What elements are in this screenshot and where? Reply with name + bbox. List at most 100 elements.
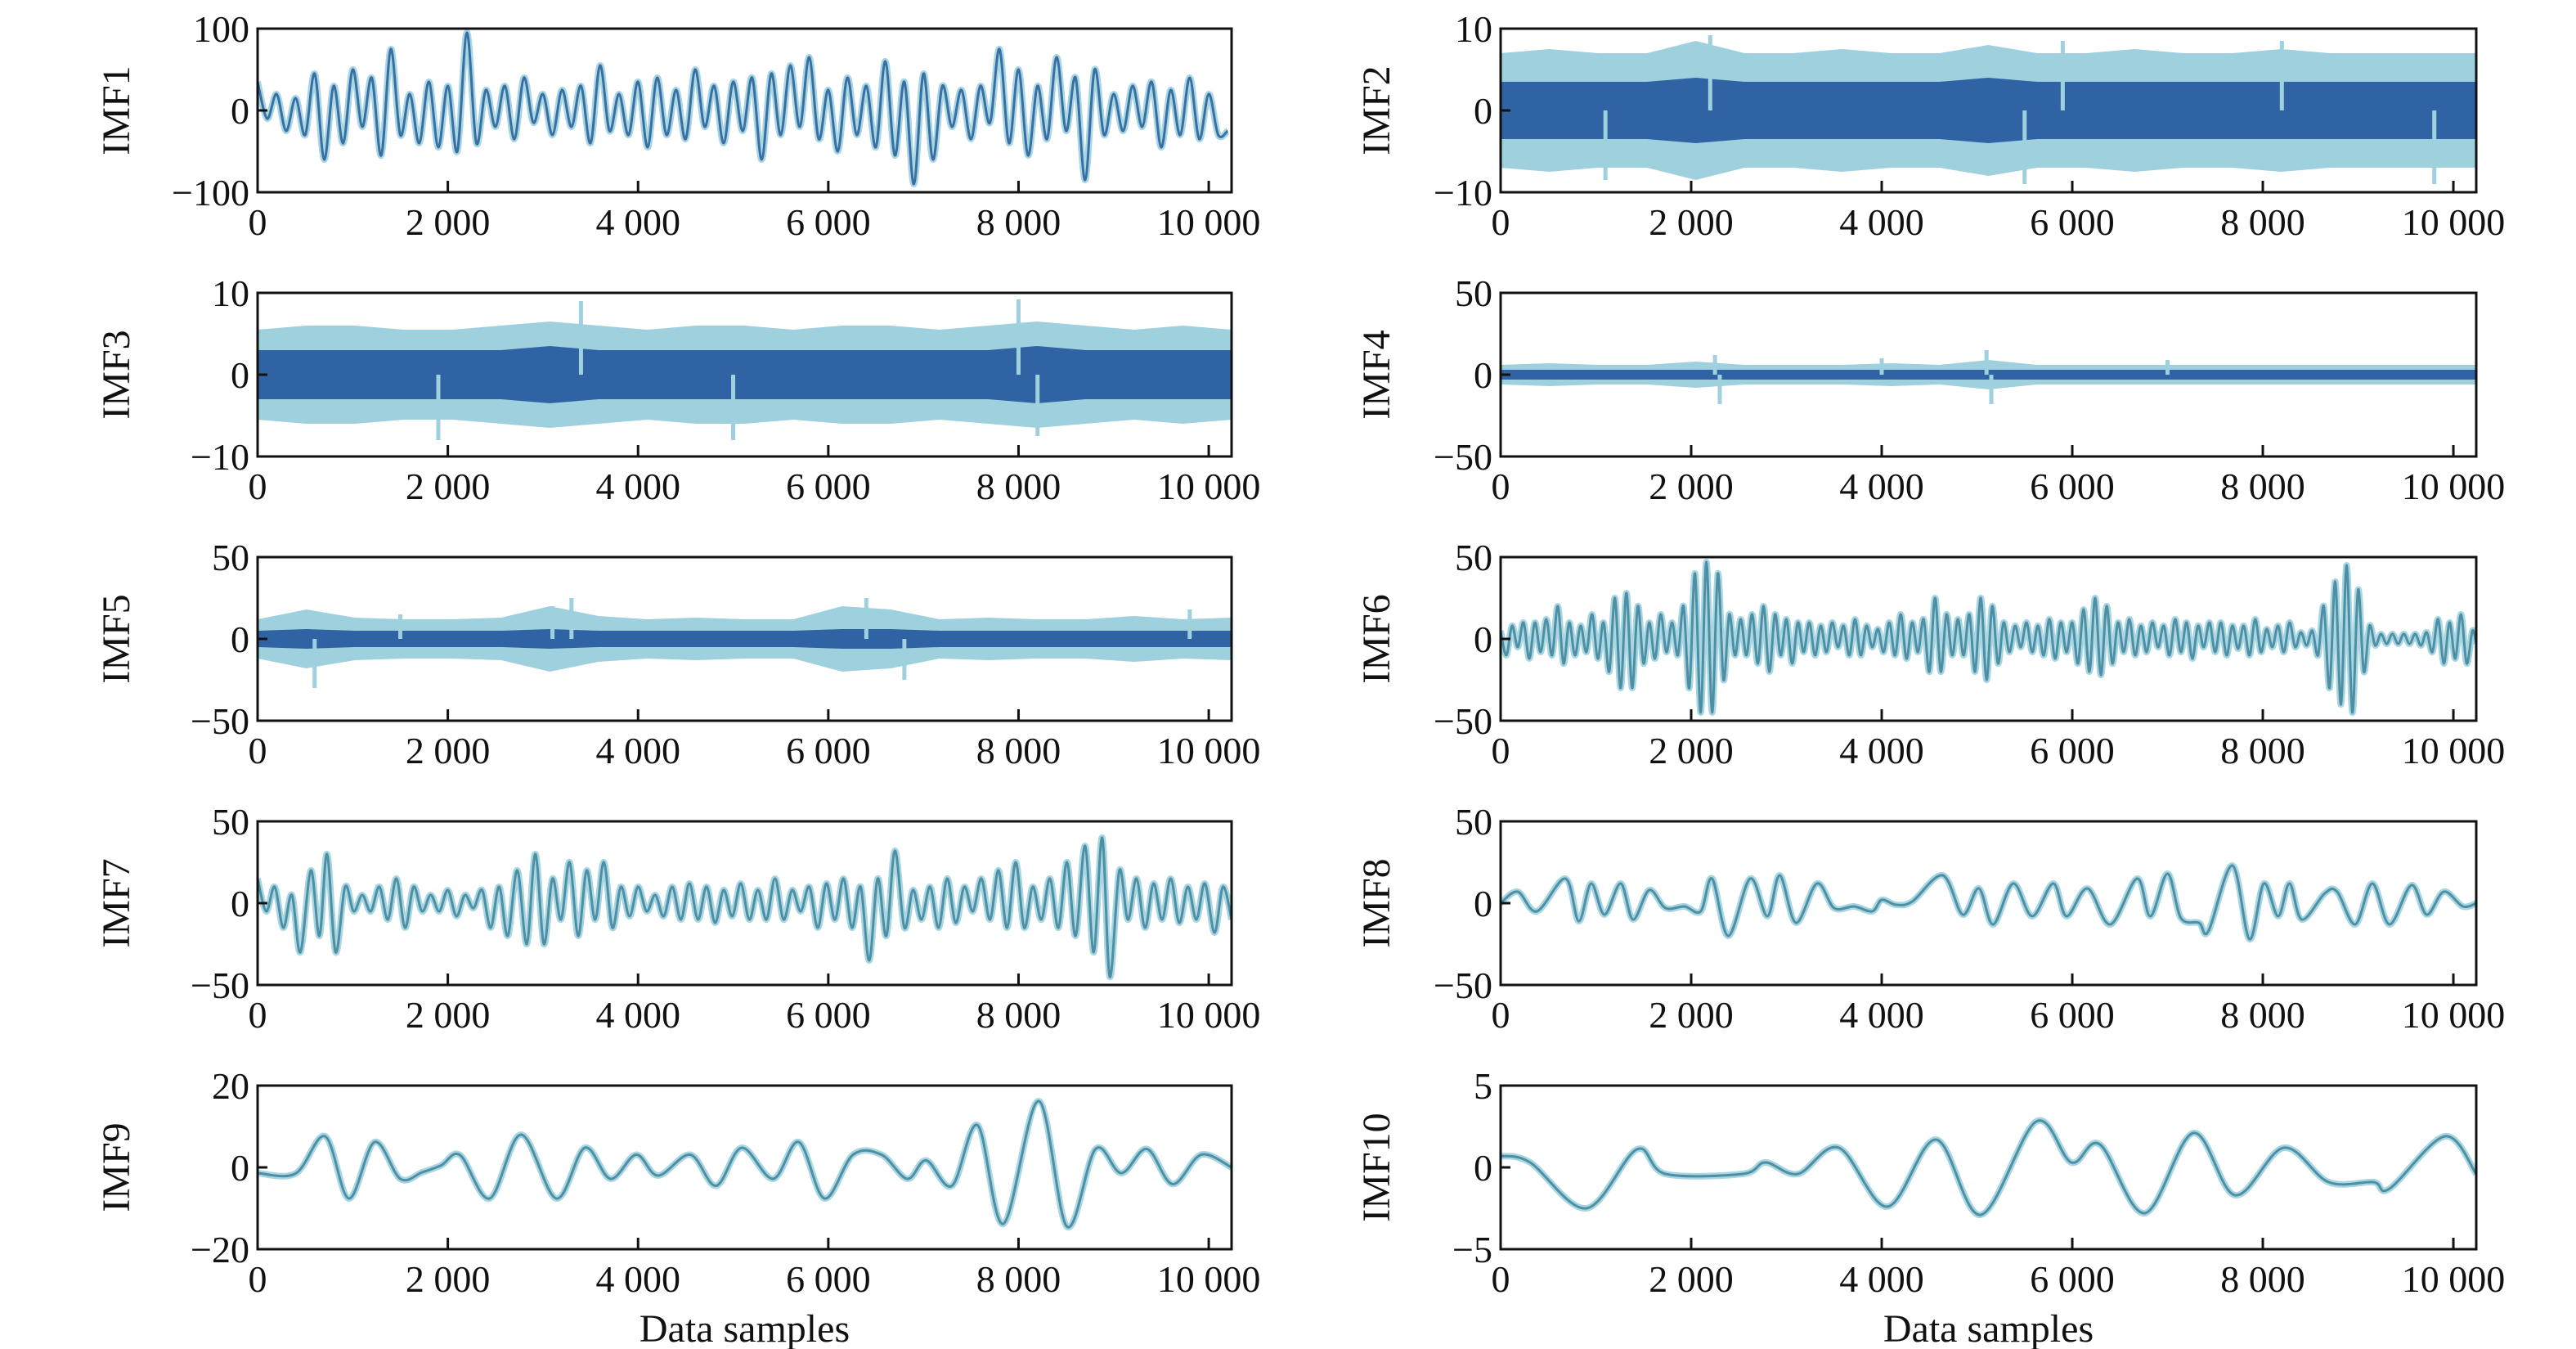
y-tick-label: 50 bbox=[1455, 801, 1492, 843]
y-tick-label: 0 bbox=[231, 883, 249, 924]
y-tick-label: −50 bbox=[1434, 700, 1492, 742]
y-tick-label: 10 bbox=[212, 272, 249, 314]
signal-line-halo bbox=[258, 1097, 1232, 1230]
y-tick-label: 0 bbox=[1474, 90, 1492, 132]
x-tick-label: 2 000 bbox=[1649, 730, 1734, 771]
x-tick-label: 4 000 bbox=[595, 465, 680, 507]
plot-area bbox=[258, 1097, 1232, 1230]
signal-line bbox=[258, 31, 1229, 186]
x-tick-label: 8 000 bbox=[2220, 201, 2305, 243]
x-tick-label: 6 000 bbox=[786, 994, 871, 1036]
x-axis-label: Data samples bbox=[1883, 1307, 2094, 1349]
axes-frame bbox=[1499, 820, 2478, 987]
x-tick-label: 6 000 bbox=[786, 465, 871, 507]
signal-line-halo bbox=[258, 834, 1232, 981]
x-tick-label: 6 000 bbox=[786, 730, 871, 771]
x-tick-label: 10 000 bbox=[1157, 730, 1261, 771]
plot-area bbox=[1501, 559, 2476, 717]
x-tick-label: 10 000 bbox=[1157, 1258, 1261, 1300]
y-tick-label: −50 bbox=[191, 700, 249, 742]
x-tick-label: 4 000 bbox=[595, 1258, 680, 1300]
x-tick-label: 10 000 bbox=[2402, 465, 2506, 507]
x-tick-label: 0 bbox=[249, 730, 267, 771]
x-tick-label: 0 bbox=[249, 994, 267, 1036]
x-tick-label: 2 000 bbox=[1649, 201, 1734, 243]
x-tick-label: 8 000 bbox=[2220, 465, 2305, 507]
y-tick-label: 50 bbox=[212, 801, 249, 843]
signal-line-halo bbox=[1501, 861, 2476, 943]
y-axis-label: IMF1 bbox=[95, 65, 138, 155]
y-tick-label: 0 bbox=[1474, 883, 1492, 924]
plot-area bbox=[258, 598, 1232, 688]
x-tick-label: 10 000 bbox=[2402, 1258, 2506, 1300]
x-tick-label: 4 000 bbox=[1839, 201, 1924, 243]
x-tick-label: 6 000 bbox=[2030, 465, 2115, 507]
x-tick-label: 2 000 bbox=[406, 1258, 491, 1300]
y-tick-label: 10 bbox=[1455, 8, 1492, 50]
y-axis-label: IMF4 bbox=[1355, 330, 1398, 419]
signal-line bbox=[1501, 1119, 2476, 1216]
plot-area bbox=[1501, 861, 2476, 943]
y-tick-label: 100 bbox=[193, 8, 249, 50]
x-tick-label: 4 000 bbox=[595, 201, 680, 243]
y-tick-label: −50 bbox=[191, 965, 249, 1006]
x-tick-label: 0 bbox=[249, 465, 267, 507]
y-tick-label: 0 bbox=[1474, 354, 1492, 396]
x-tick-label: 2 000 bbox=[1649, 994, 1734, 1036]
x-tick-label: 8 000 bbox=[976, 465, 1061, 507]
plot-area bbox=[1501, 1117, 2476, 1218]
signal-envelope-inner bbox=[258, 346, 1232, 403]
y-tick-label: −10 bbox=[191, 436, 249, 478]
x-tick-label: 4 000 bbox=[1839, 994, 1924, 1036]
plot-area bbox=[1501, 350, 2476, 404]
y-tick-label: −10 bbox=[1434, 172, 1492, 214]
x-tick-label: 8 000 bbox=[976, 1258, 1061, 1300]
x-tick-label: 4 000 bbox=[1839, 465, 1924, 507]
x-tick-label: 10 000 bbox=[2402, 730, 2506, 771]
y-axis-label: IMF8 bbox=[1355, 858, 1398, 947]
x-tick-label: 4 000 bbox=[1839, 1258, 1924, 1300]
x-tick-label: 2 000 bbox=[406, 465, 491, 507]
x-tick-label: 8 000 bbox=[976, 994, 1061, 1036]
y-tick-label: 0 bbox=[231, 618, 249, 660]
x-tick-label: 0 bbox=[249, 201, 267, 243]
y-tick-label: 0 bbox=[231, 90, 249, 132]
y-tick-label: 0 bbox=[231, 354, 249, 396]
y-tick-label: −20 bbox=[191, 1229, 249, 1270]
x-tick-label: 2 000 bbox=[406, 201, 491, 243]
x-tick-label: 2 000 bbox=[1649, 1258, 1734, 1300]
y-axis-label: IMF10 bbox=[1355, 1113, 1398, 1221]
signal-line bbox=[1501, 560, 2476, 714]
plot-area bbox=[258, 29, 1230, 188]
x-tick-label: 0 bbox=[1492, 730, 1510, 771]
y-axis-label: IMF9 bbox=[95, 1122, 138, 1212]
signal-envelope-inner bbox=[258, 629, 1232, 649]
x-tick-label: 6 000 bbox=[2030, 1258, 2115, 1300]
x-tick-label: 6 000 bbox=[2030, 730, 2115, 771]
x-tick-label: 8 000 bbox=[976, 201, 1061, 243]
plot-area bbox=[258, 834, 1232, 981]
y-tick-label: 50 bbox=[1455, 272, 1492, 314]
x-tick-label: 8 000 bbox=[2220, 994, 2305, 1036]
y-tick-label: 20 bbox=[212, 1065, 249, 1107]
y-tick-label: −50 bbox=[1434, 436, 1492, 478]
x-tick-label: 6 000 bbox=[786, 201, 871, 243]
y-axis-label: IMF3 bbox=[95, 330, 138, 419]
y-tick-label: −5 bbox=[1452, 1229, 1492, 1270]
y-tick-label: 0 bbox=[1474, 1147, 1492, 1189]
x-tick-label: 4 000 bbox=[1839, 730, 1924, 771]
signal-line bbox=[258, 1099, 1232, 1229]
plot-area bbox=[258, 299, 1232, 440]
x-tick-label: 4 000 bbox=[595, 994, 680, 1036]
x-tick-label: 10 000 bbox=[2402, 201, 2506, 243]
x-tick-label: 6 000 bbox=[2030, 201, 2115, 243]
y-tick-label: 5 bbox=[1474, 1065, 1492, 1107]
axes-frame bbox=[1499, 1084, 2478, 1251]
y-axis-label: IMF6 bbox=[1355, 594, 1398, 683]
x-tick-label: 6 000 bbox=[2030, 994, 2115, 1036]
